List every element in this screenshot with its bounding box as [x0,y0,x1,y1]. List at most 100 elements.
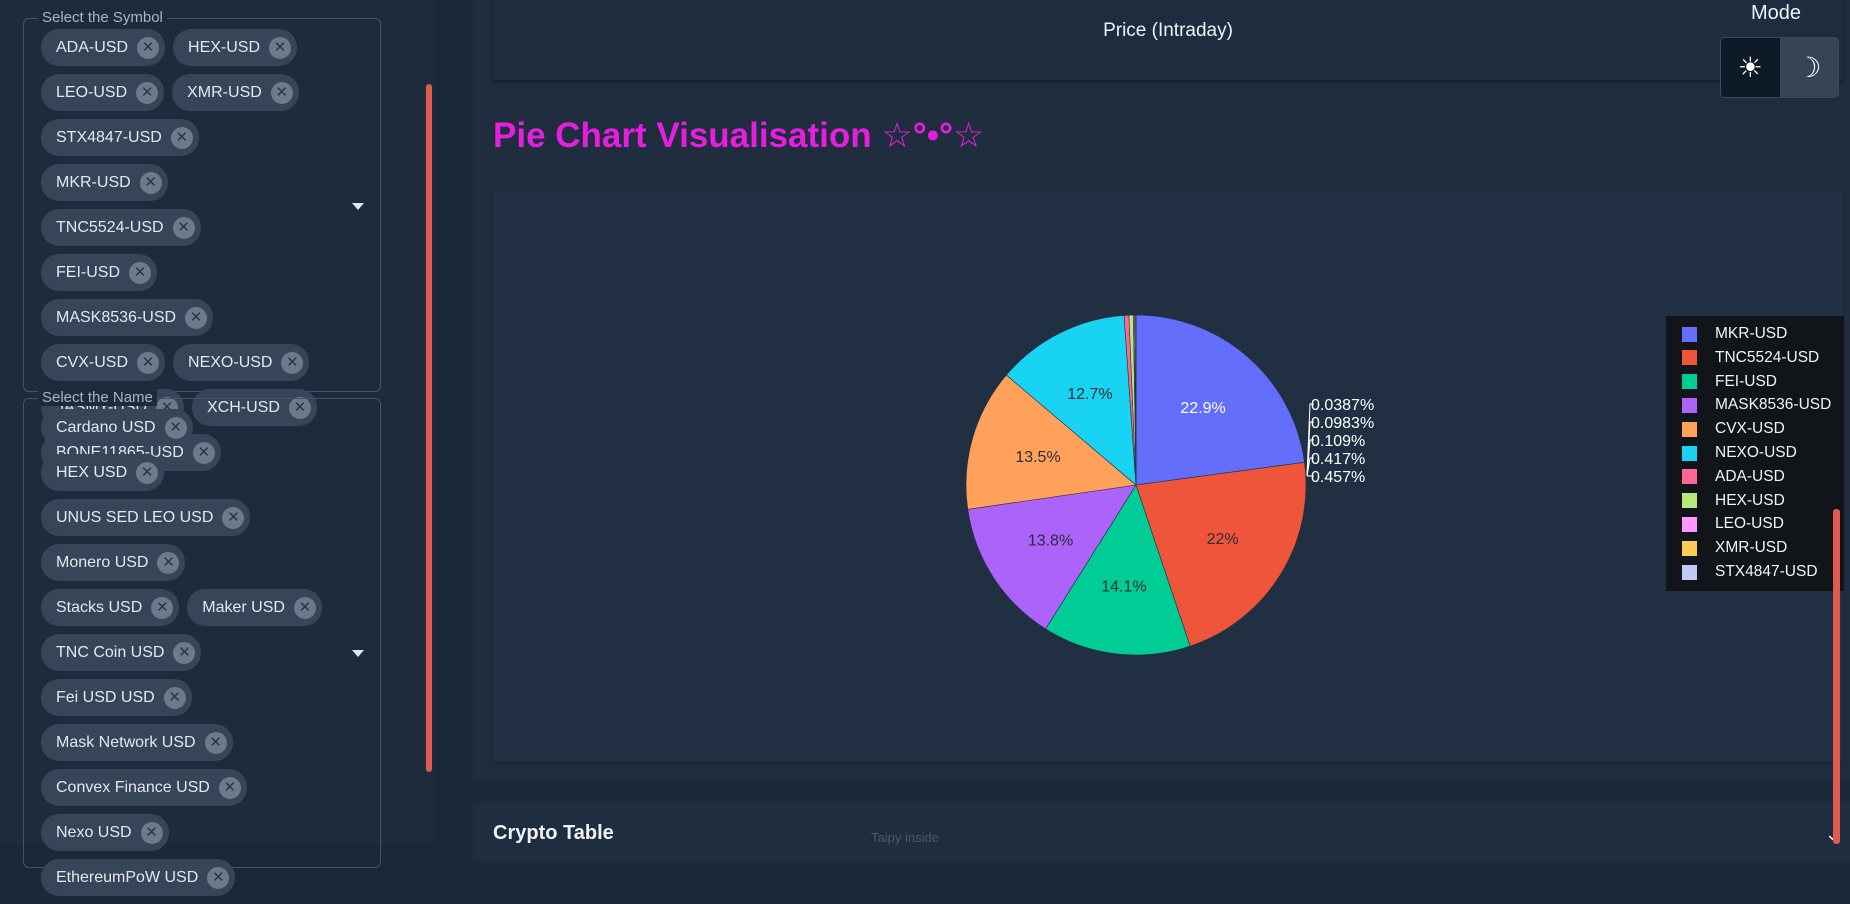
name-chip[interactable]: UNUS SED LEO USD✕ [41,499,250,536]
pie-outside-label: 0.417% [1311,451,1365,468]
name-chip[interactable]: Maker USD ✕ [187,589,322,626]
symbol-chip[interactable]: TNC5524-USD✕ [41,209,201,246]
remove-chip-icon[interactable]: ✕ [281,352,303,374]
remove-chip-icon[interactable]: ✕ [137,352,159,374]
main-scrollbar[interactable] [1833,509,1840,844]
legend-item[interactable]: ADA-USD [1682,467,1785,487]
symbol-chip[interactable]: HEX-USD ✕ [173,29,297,66]
name-chip[interactable]: EthereumPoW USD ✕ [41,859,235,896]
name-chip-label: Mask Network USD [56,734,196,752]
remove-chip-icon[interactable]: ✕ [136,82,158,104]
legend-item[interactable]: NEXO-USD [1682,443,1797,463]
legend-item[interactable]: STX4847-USD [1682,562,1818,582]
symbol-chip[interactable]: NEXO-USD✕ [173,344,309,381]
remove-chip-icon[interactable]: ✕ [140,172,162,194]
theme-toggle[interactable]: ☀ ☽ [1720,37,1839,98]
symbol-chip[interactable]: MASK8536-USD ✕ [41,299,213,336]
legend-swatch [1682,398,1697,413]
remove-chip-icon[interactable]: ✕ [137,37,159,59]
name-chip-label: Monero USD [56,554,148,572]
legend-item[interactable]: HEX-USD [1682,491,1785,511]
pie-outside-label: 0.457% [1311,469,1365,486]
legend-label: LEO-USD [1715,515,1784,533]
remove-chip-icon[interactable]: ✕ [173,642,195,664]
pie-slice-label: 14.1% [1101,578,1146,595]
remove-chip-icon[interactable]: ✕ [165,417,187,439]
remove-chip-icon[interactable]: ✕ [219,777,241,799]
remove-chip-icon[interactable]: ✕ [151,597,173,619]
remove-chip-icon[interactable]: ✕ [136,462,158,484]
legend-swatch [1682,469,1697,484]
symbol-dropdown-caret-icon[interactable] [352,203,364,210]
dark-mode-button[interactable]: ☽ [1780,38,1839,97]
name-chip[interactable]: Mask Network USD ✕ [41,724,233,761]
remove-chip-icon[interactable]: ✕ [271,82,293,104]
legend-item[interactable]: TNC5524-USD [1682,348,1819,368]
remove-chip-icon[interactable]: ✕ [141,822,163,844]
name-chip[interactable]: Cardano USD✕ [41,409,193,446]
name-chip[interactable]: HEX USD✕ [41,454,164,491]
remove-chip-icon[interactable]: ✕ [222,507,244,529]
symbol-selector[interactable]: Select the Symbol ADA-USD✕HEX-USD✕LEO-US… [23,18,381,392]
name-dropdown-caret-icon[interactable] [352,650,364,657]
pie-outside-label: 0.0387% [1311,397,1374,414]
sidebar-scrollbar[interactable] [426,84,432,772]
legend-label: NEXO-USD [1715,444,1797,462]
legend-item[interactable]: LEO-USD [1682,514,1784,534]
symbol-chip-label: MASK8536-USD [56,309,176,327]
remove-chip-icon[interactable]: ✕ [205,732,227,754]
symbol-chip-label: HEX-USD [188,39,260,57]
pie-chart-heading: Pie Chart Visualisation ☆°•°☆ [493,116,984,156]
name-chip[interactable]: Convex Finance USD✕ [41,769,247,806]
symbol-chip-label: XMR-USD [187,84,262,102]
light-mode-button[interactable]: ☀ [1721,38,1780,97]
symbol-chip[interactable]: ADA-USD✕ [41,29,165,66]
legend-swatch [1682,565,1697,580]
symbol-chip[interactable]: FEI-USD✕ [41,254,157,291]
legend-item[interactable]: XMR-USD [1682,538,1787,558]
name-selector[interactable]: Select the Name Cardano USD✕HEX USD✕UNUS… [23,398,381,868]
name-chip[interactable]: Stacks USD✕ [41,589,179,626]
symbol-chip-label: CVX-USD [56,354,128,372]
symbol-chip[interactable]: MKR-USD ✕ [41,164,168,201]
crypto-table-panel[interactable]: Crypto Table Taipy inside ⌄ [473,802,1850,862]
name-chip[interactable]: Nexo USD✕ [41,814,169,851]
remove-chip-icon[interactable]: ✕ [164,687,186,709]
crypto-table-title: Crypto Table [493,822,614,845]
remove-chip-icon[interactable]: ✕ [157,552,179,574]
legend-label: MKR-USD [1715,325,1787,343]
remove-chip-icon[interactable]: ✕ [185,307,207,329]
legend-item[interactable]: MASK8536-USD [1682,395,1831,415]
price-chart-title: Price (Intraday) [493,20,1843,42]
moon-icon: ☽ [1796,51,1821,84]
name-selector-label: Select the Name [38,389,157,406]
name-chip-label: EthereumPoW USD [56,869,198,887]
remove-chip-icon[interactable]: ✕ [269,37,291,59]
legend-item[interactable]: FEI-USD [1682,372,1777,392]
symbol-chip[interactable]: LEO-USD ✕ [41,74,164,111]
name-chip[interactable]: TNC Coin USD✕ [41,634,201,671]
remove-chip-icon[interactable]: ✕ [294,597,316,619]
name-chip-label: Maker USD [202,599,285,617]
symbol-chip-label: MKR-USD [56,174,131,192]
symbol-chip-label: LEO-USD [56,84,127,102]
symbol-chip[interactable]: CVX-USD ✕ [41,344,165,381]
remove-chip-icon[interactable]: ✕ [129,262,151,284]
remove-chip-icon[interactable]: ✕ [171,127,193,149]
pie-chart-card: 22.9%22%14.1%13.8%13.5%12.7%0.457%0.417%… [493,192,1843,762]
symbol-chip[interactable]: XMR-USD ✕ [172,74,299,111]
symbol-chip[interactable]: STX4847-USD✕ [41,119,199,156]
remove-chip-icon[interactable]: ✕ [207,867,229,889]
legend-swatch [1682,350,1697,365]
name-chip-label: Fei USD USD [56,689,155,707]
legend-item[interactable]: MKR-USD [1682,324,1787,344]
pie-slice-label: 12.7% [1067,386,1112,403]
name-chip[interactable]: Fei USD USD ✕ [41,679,192,716]
legend-label: CVX-USD [1715,420,1785,438]
legend-item[interactable]: CVX-USD [1682,419,1785,439]
remove-chip-icon[interactable]: ✕ [173,217,195,239]
sun-icon: ☀ [1738,51,1763,84]
name-chip[interactable]: Monero USD ✕ [41,544,185,581]
legend-swatch [1682,374,1697,389]
mode-label: Mode [1751,2,1801,25]
